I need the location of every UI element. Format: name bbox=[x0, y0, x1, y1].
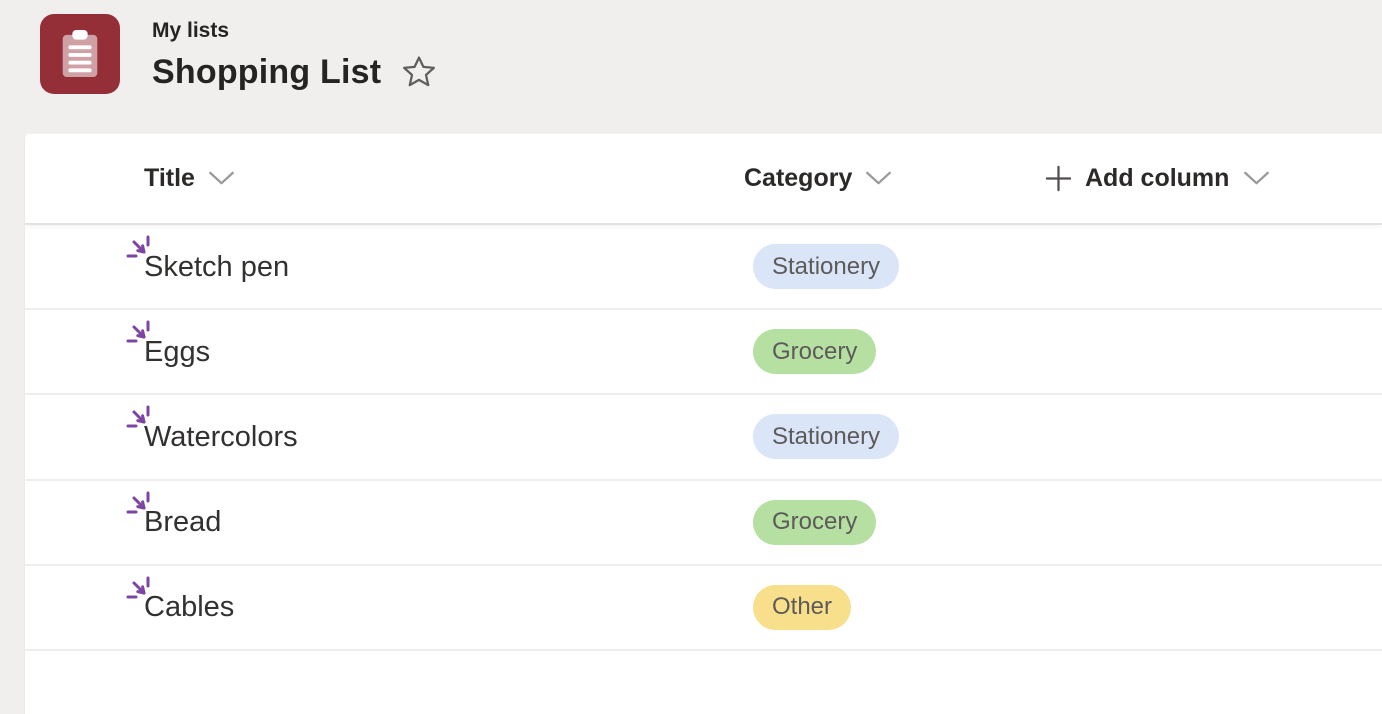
table-row[interactable]: Bread Grocery bbox=[25, 480, 1382, 566]
empty-cell bbox=[1044, 310, 1382, 393]
title-row: Shopping List bbox=[152, 52, 437, 92]
page-title: Shopping List bbox=[152, 53, 382, 91]
star-outline-icon bbox=[403, 56, 436, 87]
item-title[interactable]: Cables bbox=[144, 591, 235, 624]
table-row[interactable]: Sketch pen Stationery bbox=[25, 225, 1382, 311]
glimmer-arrow-icon bbox=[126, 320, 150, 343]
header-text: My lists Shopping List bbox=[152, 14, 437, 92]
table-header-row: Title Category Add column bbox=[25, 134, 1382, 225]
clipboard-icon bbox=[40, 14, 120, 94]
category-cell[interactable]: Stationery bbox=[744, 225, 1044, 308]
chevron-down-icon bbox=[209, 171, 234, 185]
item-title[interactable]: Eggs bbox=[144, 335, 211, 368]
column-header-category-label: Category bbox=[744, 164, 853, 192]
chevron-down-icon bbox=[866, 171, 892, 185]
item-title[interactable]: Bread bbox=[144, 506, 222, 539]
table-row[interactable]: Cables Other bbox=[25, 565, 1382, 651]
category-pill: Other bbox=[753, 584, 852, 630]
empty-cell bbox=[1044, 566, 1382, 649]
title-cell[interactable]: Eggs bbox=[25, 310, 744, 393]
category-cell[interactable]: Stationery bbox=[744, 395, 1044, 478]
category-pill: Stationery bbox=[753, 244, 900, 290]
category-pill: Grocery bbox=[753, 329, 877, 375]
category-cell[interactable]: Grocery bbox=[744, 481, 1044, 564]
glimmer-arrow-icon bbox=[126, 491, 150, 514]
column-header-category[interactable]: Category bbox=[744, 134, 1044, 223]
item-title[interactable]: Sketch pen bbox=[144, 250, 290, 283]
glimmer-arrow-icon bbox=[126, 405, 150, 428]
glimmer-arrow-icon bbox=[126, 576, 150, 599]
empty-cell bbox=[1044, 481, 1382, 564]
item-title[interactable]: Watercolors bbox=[144, 420, 298, 453]
empty-cell bbox=[1044, 395, 1382, 478]
category-pill: Grocery bbox=[753, 499, 877, 545]
plus-icon bbox=[1045, 165, 1072, 192]
column-header-title[interactable]: Title bbox=[25, 134, 744, 223]
add-column-button[interactable]: Add column bbox=[1044, 134, 1382, 223]
category-cell[interactable]: Grocery bbox=[744, 310, 1044, 393]
title-cell[interactable]: Cables bbox=[25, 566, 744, 649]
title-cell[interactable]: Bread bbox=[25, 481, 744, 564]
glimmer-arrow-icon bbox=[126, 235, 150, 258]
list-view-card: Title Category Add column bbox=[24, 133, 1382, 714]
table-row[interactable]: Watercolors Stationery bbox=[25, 395, 1382, 481]
clipboard-glyph bbox=[62, 30, 98, 77]
column-header-title-label: Title bbox=[144, 164, 195, 192]
empty-cell bbox=[1044, 225, 1382, 308]
title-cell[interactable]: Sketch pen bbox=[25, 225, 744, 308]
category-cell[interactable]: Other bbox=[744, 566, 1044, 649]
favorite-star-button[interactable] bbox=[401, 54, 437, 90]
chevron-down-icon bbox=[1244, 171, 1270, 185]
table-row[interactable]: Eggs Grocery bbox=[25, 310, 1382, 396]
title-cell[interactable]: Watercolors bbox=[25, 395, 744, 478]
category-pill: Stationery bbox=[753, 414, 900, 460]
page-header: My lists Shopping List bbox=[40, 14, 437, 94]
add-column-label: Add column bbox=[1085, 164, 1230, 192]
breadcrumb[interactable]: My lists bbox=[152, 19, 230, 42]
